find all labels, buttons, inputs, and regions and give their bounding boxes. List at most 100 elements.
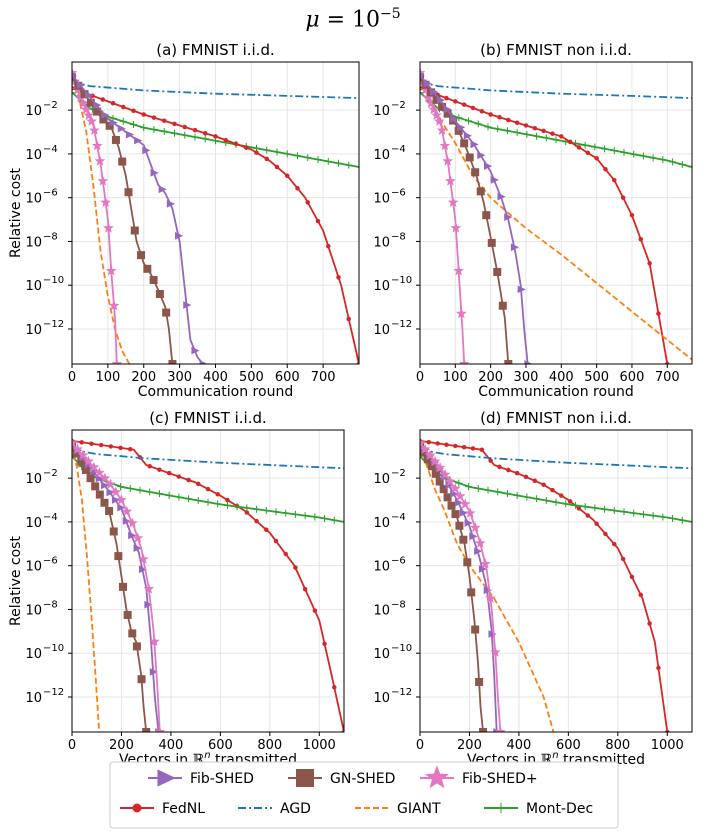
x-tick-label: 500	[239, 370, 264, 385]
x-tick-label: 1000	[651, 738, 684, 753]
marker-fib-shed-	[449, 482, 461, 494]
marker-fib-shed-	[447, 196, 459, 207]
marker-fednl	[576, 506, 582, 511]
marker-fib-shed	[477, 151, 486, 160]
marker-fib-shed-	[110, 486, 122, 497]
marker-fib-shed	[470, 140, 479, 149]
marker-fednl	[479, 447, 485, 452]
marker-fib-shed	[436, 96, 446, 105]
marker-fib-shed	[158, 185, 167, 194]
marker-fednl	[497, 464, 502, 470]
marker-mont-dec	[191, 133, 199, 141]
legend-marker	[132, 803, 142, 813]
marker-fib-shed-	[108, 300, 120, 311]
marker-mont-dec	[620, 508, 628, 516]
x-axis-label: Communication round	[478, 384, 633, 400]
marker-fednl	[264, 527, 269, 532]
marker-mont-dec	[649, 512, 657, 520]
marker-fib-shed	[93, 101, 102, 109]
marker-mont-dec	[214, 500, 222, 508]
series-group	[420, 67, 692, 364]
marker-fib-shed-	[439, 469, 451, 480]
x-tick-label: 800	[257, 738, 282, 753]
marker-mont-dec	[523, 493, 531, 501]
legend-entry-mont-dec: Mont-Dec	[484, 801, 593, 817]
x-tick-label: 0	[68, 738, 76, 753]
marker-fednl	[461, 102, 467, 107]
marker-gn-shed	[487, 238, 496, 247]
y-tick-label: 10	[25, 323, 42, 338]
marker-fib-shed	[423, 79, 432, 88]
axes-frame	[419, 429, 693, 733]
marker-fednl	[110, 101, 116, 106]
marker-fib-shed	[95, 474, 104, 483]
marker-fib-shed	[490, 176, 499, 184]
marker-mont-dec	[146, 488, 154, 496]
marker-fednl	[541, 128, 546, 134]
y-tick-exponent: −4	[391, 512, 406, 523]
marker-fednl	[479, 108, 485, 114]
y-tick-label: 10	[373, 691, 390, 706]
marker-mont-dec	[420, 89, 424, 97]
marker-mont-dec	[552, 136, 560, 144]
marker-fib-shed	[464, 519, 473, 527]
legend-entry-gn-shed: GN-SHED	[288, 769, 395, 787]
marker-fib-shed	[443, 105, 452, 114]
marker-fednl	[244, 145, 249, 150]
marker-fib-shed-	[94, 467, 105, 478]
y-tick-label: 10	[25, 235, 42, 250]
marker-fib-shed-	[436, 124, 448, 135]
marker-mont-dec	[649, 154, 657, 162]
marker-fednl	[656, 311, 661, 316]
marker-fib-shed	[149, 668, 158, 676]
marker-mont-dec	[294, 152, 301, 160]
marker-fib-shed	[517, 285, 526, 294]
marker-gn-shed	[454, 126, 463, 135]
marker-fednl	[128, 446, 133, 452]
y-tick-label: 10	[373, 560, 390, 575]
marker-gn-shed	[149, 276, 158, 285]
marker-gn-shed	[467, 588, 476, 597]
marker-mont-dec	[321, 514, 329, 522]
marker-fib-shed	[72, 72, 77, 78]
marker-gn-shed	[128, 629, 137, 638]
marker-fib-shed-	[105, 478, 116, 489]
marker-fib-shed-	[428, 103, 440, 114]
marker-gn-shed	[493, 267, 502, 276]
marker-fib-shed	[493, 728, 502, 732]
legend-entry-giant: GIANT	[355, 801, 441, 817]
marker-mont-dec	[669, 158, 677, 166]
legend-label: FedNL	[162, 801, 205, 817]
marker-fib-shed	[450, 114, 459, 123]
marker-fib-shed	[420, 72, 425, 78]
marker-fednl	[629, 212, 635, 218]
marker-gn-shed	[81, 465, 90, 474]
marker-fednl	[559, 134, 564, 139]
marker-fib-shed-	[148, 635, 160, 647]
marker-mont-dec	[201, 135, 209, 143]
marker-fib-shed	[133, 544, 142, 553]
marker-fib-shed-	[100, 196, 111, 207]
y-tick-label: 10	[373, 148, 390, 163]
marker-mont-dec	[171, 129, 178, 137]
marker-fib-shed-	[454, 490, 466, 501]
marker-mont-dec	[601, 145, 609, 153]
marker-fib-shed-	[77, 449, 89, 460]
marker-fib-shed-	[88, 461, 100, 472]
y-tick-label: 10	[25, 192, 42, 207]
marker-fib-shed	[117, 503, 126, 512]
marker-fib-shed-	[434, 462, 446, 473]
marker-mont-dec	[262, 507, 270, 515]
marker-gn-shed	[137, 251, 146, 260]
marker-gn-shed	[93, 107, 102, 116]
legend-label: AGD	[280, 801, 311, 817]
marker-mont-dec	[523, 130, 531, 138]
chart-title: (a) FMNIST i.i.d.	[156, 41, 275, 59]
marker-mont-dec	[610, 507, 618, 515]
marker-mont-dec	[494, 488, 502, 496]
marker-gn-shed	[431, 469, 440, 478]
marker-fib-shed	[504, 213, 513, 222]
series-group	[72, 67, 359, 364]
marker-fib-shed-	[94, 155, 106, 166]
y-tick-exponent: −12	[391, 319, 412, 330]
